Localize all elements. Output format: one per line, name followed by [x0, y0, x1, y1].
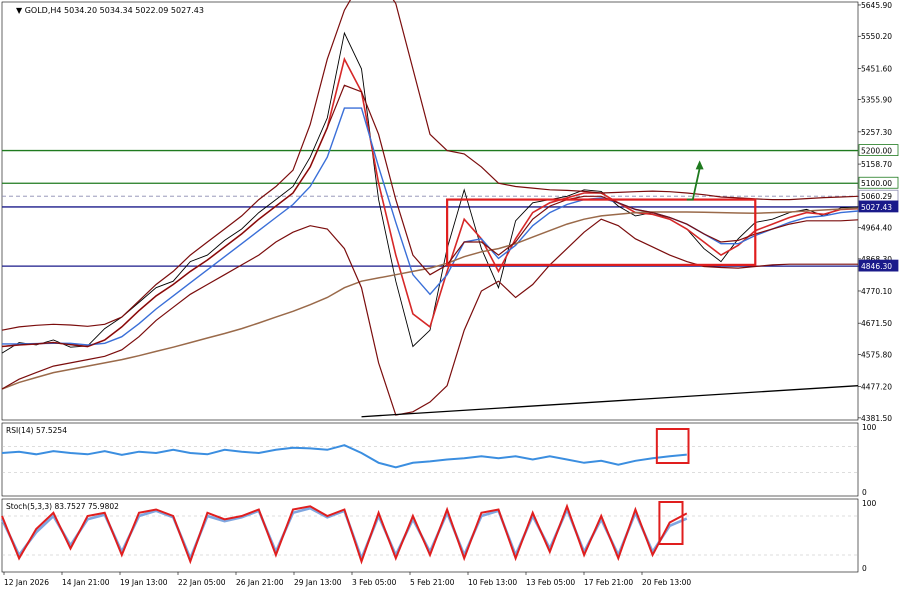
stoch-highlight-box[interactable]: [658, 501, 684, 545]
level-label: 5060.29: [861, 192, 892, 201]
symbol-header: ▼ GOLD,H4 5034.20 5034.34 5022.09 5027.4…: [16, 6, 204, 15]
series-ma_mid: [2, 107, 859, 346]
y-tick-label: 4477.20: [861, 383, 892, 392]
x-tick-label: 14 Jan 21:00: [62, 578, 110, 587]
x-tick-label: 29 Jan 13:00: [294, 578, 342, 587]
stoch-y-tick: 0: [862, 564, 867, 573]
stoch-panel[interactable]: Stoch(5,3,3) 83.7527 75.9802 100 0: [0, 498, 877, 573]
level-label: 4846.30: [861, 262, 892, 271]
y-tick-label: 4381.50: [861, 414, 892, 423]
stoch-title: Stoch(5,3,3) 83.7527 75.9802: [6, 502, 119, 511]
level-label: 5200.00: [861, 147, 892, 156]
series-bollinger_upper: [1, 0, 859, 331]
x-tick-label: 5 Feb 21:00: [410, 578, 455, 587]
series-stoch_main: [1, 503, 688, 565]
level-badge: [858, 259, 899, 272]
rsi-title: RSI(14) 57.5254: [6, 426, 67, 435]
price-panel[interactable]: 5645.90 5550.20 5451.60 5355.90 5257.30 5158.…: [1, 0, 899, 423]
rsi-frame: [1, 422, 859, 497]
series-bollinger_middle: [1, 84, 859, 348]
ohlc-values: 5034.20 5034.34 5022.09 5027.43: [64, 6, 204, 15]
x-tick-label: 17 Feb 21:00: [584, 578, 633, 587]
stoch-frame: [1, 498, 859, 573]
series-price: [1, 31, 859, 354]
dropdown-arrow-icon[interactable]: ▼: [16, 6, 25, 15]
consolidation-box[interactable]: [446, 198, 757, 266]
series-ma_fast: [1, 56, 859, 348]
x-tick-label: 20 Feb 13:00: [642, 578, 691, 587]
x-tick-label: 22 Jan 05:00: [178, 578, 226, 587]
rsi-y-tick: 0: [862, 488, 867, 497]
stoch-y-tick: 100: [862, 499, 877, 508]
level-badge: [858, 144, 899, 156]
y-tick-label: 5257.30: [861, 128, 892, 137]
x-tick-label: 26 Jan 21:00: [236, 578, 284, 587]
y-tick-label: 5158.70: [861, 160, 892, 169]
level-badge: [858, 176, 899, 189]
level-badge: [858, 200, 899, 213]
breakout-arrow[interactable]: [686, 168, 701, 201]
y-tick-label: 4964.40: [861, 224, 892, 233]
y-tick-label: 4575.80: [861, 350, 892, 359]
rsi-y-tick: 100: [862, 423, 877, 432]
support-trendline[interactable]: [361, 385, 859, 418]
arrow-head-icon: [695, 160, 704, 170]
rsi-highlight-box[interactable]: [655, 428, 690, 464]
x-tick-label: 13 Feb 05:00: [526, 578, 575, 587]
rsi-line: [1, 444, 687, 469]
series-ma_slow: [1, 207, 859, 390]
time-axis: 12 Jan 2026 14 Jan 21:00 19 Jan 13:00 22 Ja…: [3, 572, 691, 587]
x-tick-label: 12 Jan 2026: [4, 578, 49, 587]
y-tick-label: 5355.90: [861, 96, 892, 105]
x-tick-label: 19 Jan 13:00: [120, 578, 168, 587]
y-tick-label: 4868.30: [861, 255, 892, 264]
y-tick-label: 4671.50: [861, 319, 892, 328]
series-bollinger_lower: [1, 218, 858, 416]
symbol-label: GOLD,H4: [25, 6, 62, 15]
y-tick-label: 4770.10: [861, 287, 892, 296]
x-tick-label: 10 Feb 13:00: [468, 578, 517, 587]
y-tick-label: 5550.20: [861, 32, 892, 41]
rsi-panel[interactable]: RSI(14) 57.5254 100 0: [1, 422, 877, 497]
y-tick-label: 5451.60: [861, 64, 892, 73]
x-tick-label: 3 Feb 05:00: [352, 578, 397, 587]
level-label: 5100.00: [861, 179, 892, 188]
level-label: 5027.43: [861, 203, 892, 212]
y-tick-label: 5645.90: [861, 1, 892, 10]
